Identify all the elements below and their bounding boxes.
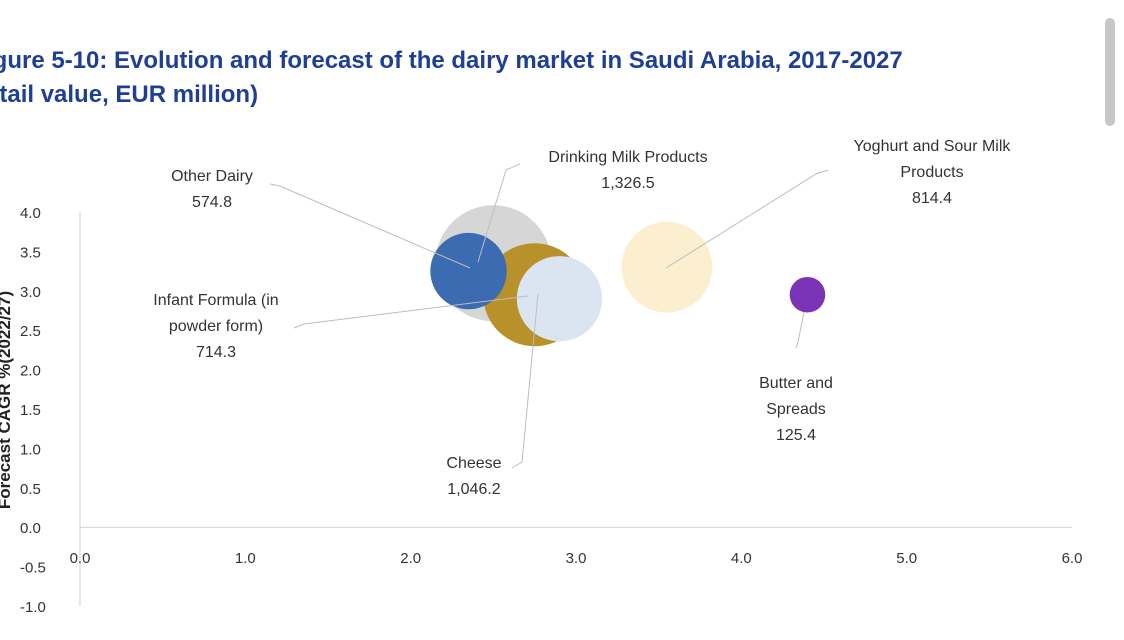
vertical-scrollbar[interactable]: [1105, 18, 1115, 126]
y-tick-label: 2.5: [20, 323, 41, 340]
y-axis-ticks: -1.0 -0.5 0.0 0.5 1.0 1.5 2.0 2.5 3.0 3.5 4.0: [20, 205, 46, 616]
y-tick-label: 0.0: [20, 520, 41, 537]
leader-line: [269, 183, 471, 269]
y-tick-label: 3.5: [20, 244, 41, 261]
x-tick-label: 2.0: [400, 550, 421, 567]
x-tick-label: 0.0: [70, 550, 91, 567]
y-tick-label: 1.5: [20, 402, 41, 419]
data-label: powder form): [169, 318, 263, 335]
x-tick-label: 3.0: [566, 550, 587, 567]
data-label: Cheese: [446, 455, 501, 472]
plot-axes: [79, 212, 1072, 606]
leader-line: [477, 163, 521, 263]
bubble-labels: Drinking Milk Products 1,326.5 Cheese 1,046…: [153, 138, 1011, 498]
y-tick-label: 4.0: [20, 205, 41, 222]
data-label: 574.8: [192, 194, 232, 211]
data-label: Butter and: [759, 375, 833, 392]
y-tick-label: -1.0: [20, 599, 46, 616]
chart-title-line-2: etail value, EUR million): [0, 81, 259, 108]
leader-lines: [269, 163, 829, 469]
leader-line: [293, 295, 529, 329]
leader-line: [665, 169, 829, 269]
y-tick-label: 3.0: [20, 284, 41, 301]
data-label: 125.4: [776, 427, 816, 444]
data-label: 714.3: [196, 344, 236, 361]
bubble: [430, 232, 507, 310]
data-label: Other Dairy: [171, 168, 253, 185]
chart-title-line-1: igure 5-10: Evolution and forecast of th…: [0, 47, 903, 74]
x-tick-label: 4.0: [731, 550, 752, 567]
bubbles: [430, 205, 826, 347]
bubble: [516, 256, 603, 342]
data-label: 814.4: [912, 190, 952, 207]
bubble: [789, 276, 826, 313]
y-axis-label: Forecast CAGR %(2022/27): [0, 291, 14, 509]
chart-title: igure 5-10: Evolution and forecast of th…: [0, 44, 903, 112]
x-tick-label: 6.0: [1062, 550, 1083, 567]
leader-line: [795, 311, 805, 349]
data-label: Infant Formula (in: [153, 292, 278, 309]
leader-line: [511, 293, 539, 469]
data-label: 1,046.2: [447, 481, 500, 498]
x-tick-label: 5.0: [896, 550, 917, 567]
x-tick-label: 1.0: [235, 550, 256, 567]
data-label: 1,326.5: [601, 175, 654, 192]
y-tick-label: -0.5: [20, 560, 46, 577]
y-tick-label: 2.0: [20, 363, 41, 380]
data-label: Products: [900, 164, 963, 181]
y-tick-label: 1.0: [20, 441, 41, 458]
data-label: Drinking Milk Products: [548, 149, 707, 166]
data-label: Yoghurt and Sour Milk: [854, 138, 1012, 155]
y-tick-label: 0.5: [20, 481, 41, 498]
data-label: Spreads: [766, 401, 826, 418]
x-axis-ticks: 0.0 1.0 2.0 3.0 4.0 5.0 6.0: [70, 550, 1083, 567]
